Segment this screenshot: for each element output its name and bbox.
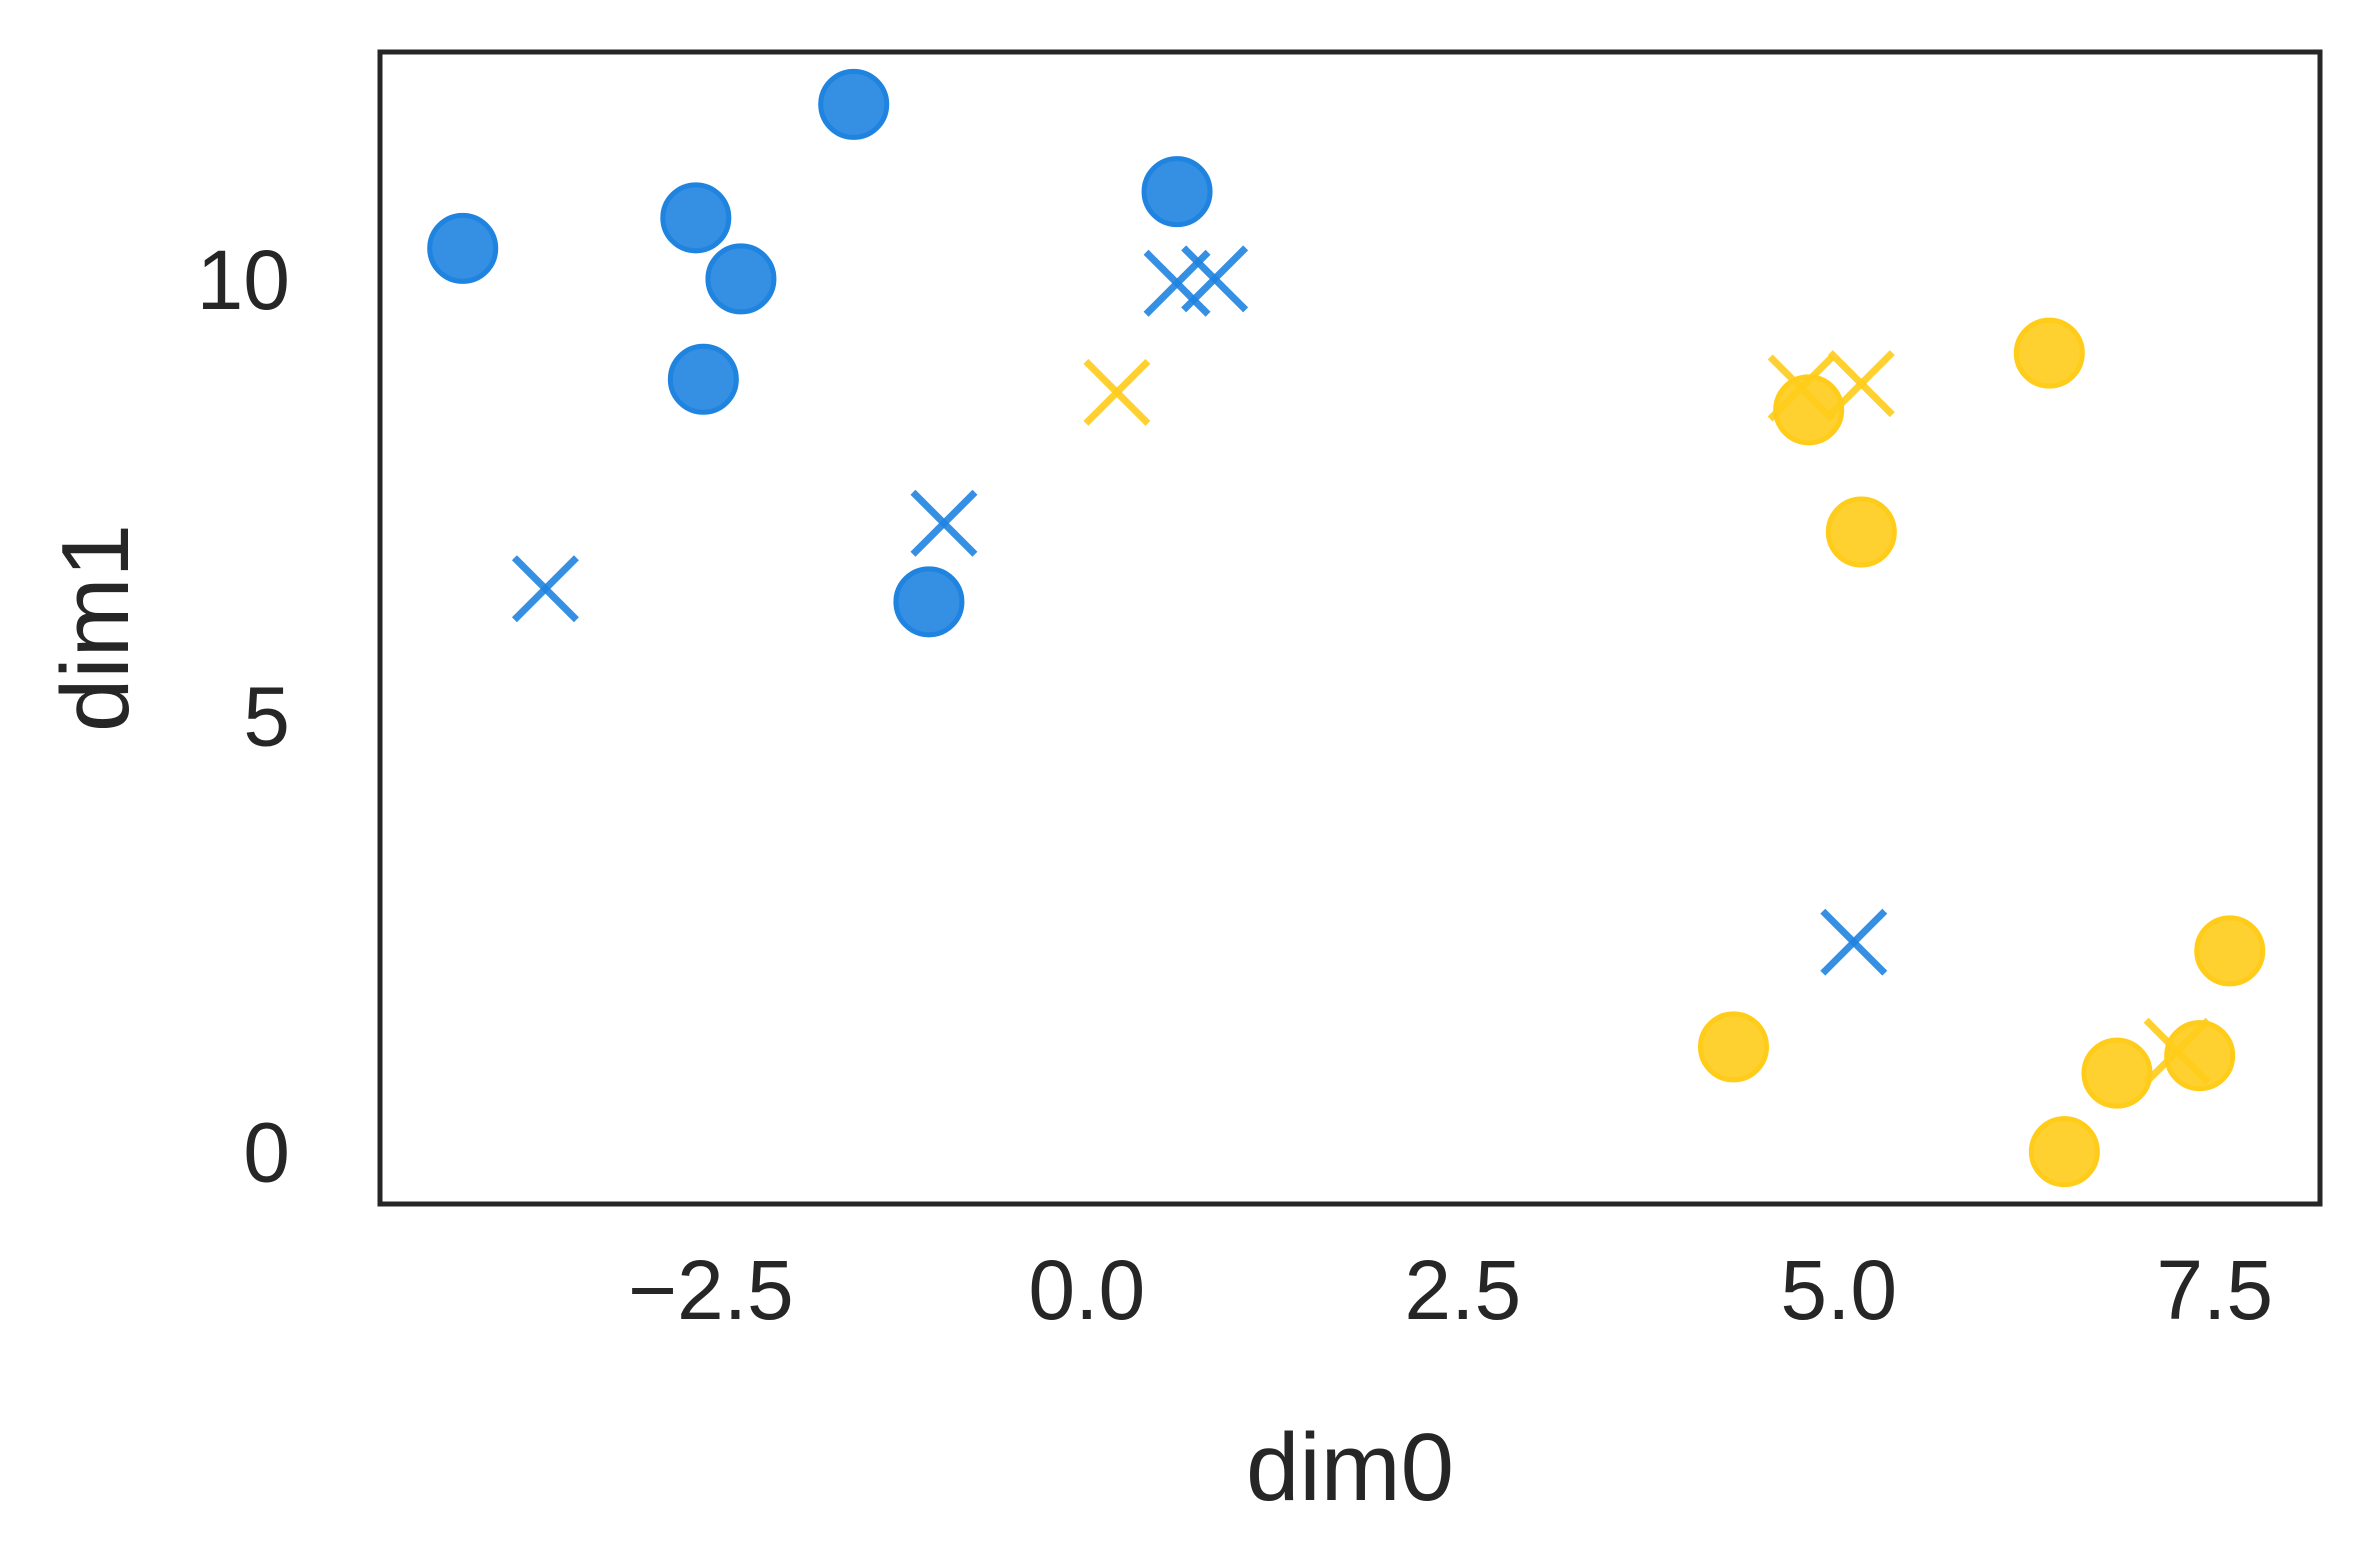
yellow-x-point bbox=[1767, 354, 1835, 422]
x-tick-label: 2.5 bbox=[1404, 1243, 1521, 1337]
x-tick-label: −2.5 bbox=[628, 1243, 794, 1337]
yellow-circle-point bbox=[2028, 1116, 2100, 1188]
blue-circle-point bbox=[705, 243, 777, 315]
y-tick-label: 10 bbox=[197, 233, 290, 327]
blue-circle-point bbox=[667, 343, 739, 415]
y-tick-label: 5 bbox=[243, 669, 290, 763]
yellow-circle-point bbox=[1697, 1011, 1769, 1083]
yellow-circle-point bbox=[2013, 317, 2085, 389]
blue-circle-point bbox=[893, 566, 965, 638]
blue-x-point bbox=[1820, 908, 1888, 976]
plot-frame bbox=[377, 49, 2323, 1207]
blue-circle-point bbox=[818, 68, 890, 140]
blue-x-point bbox=[511, 555, 579, 623]
blue-circle-point bbox=[1141, 156, 1213, 228]
y-tick-label: 0 bbox=[243, 1106, 290, 1200]
x-tick-labels: −2.5 0.0 2.5 5.0 7.5 bbox=[628, 1243, 2273, 1337]
blue-circle-point bbox=[660, 182, 732, 254]
blue-x-point bbox=[1181, 245, 1249, 313]
yellow-circle-point bbox=[2081, 1037, 2153, 1109]
y-axis-label: dim1 bbox=[42, 524, 149, 732]
y-tick-labels: 0 5 10 bbox=[197, 233, 290, 1200]
yellow-x-point bbox=[2143, 1017, 2211, 1085]
yellow-x-point bbox=[1827, 350, 1895, 418]
blue-circle-point bbox=[427, 212, 499, 284]
blue-x-point bbox=[910, 489, 978, 557]
x-tick-label: 7.5 bbox=[2156, 1243, 2273, 1337]
x-tick-label: 0.0 bbox=[1028, 1243, 1145, 1337]
points-layer bbox=[427, 68, 2266, 1188]
x-tick-label: 5.0 bbox=[1780, 1243, 1897, 1337]
x-axis-label: dim0 bbox=[1246, 1414, 1454, 1521]
yellow-circle-point bbox=[2194, 915, 2266, 987]
yellow-circle-point bbox=[1825, 496, 1897, 568]
yellow-circle-point bbox=[2164, 1020, 2236, 1092]
yellow-x-point bbox=[1083, 358, 1151, 426]
